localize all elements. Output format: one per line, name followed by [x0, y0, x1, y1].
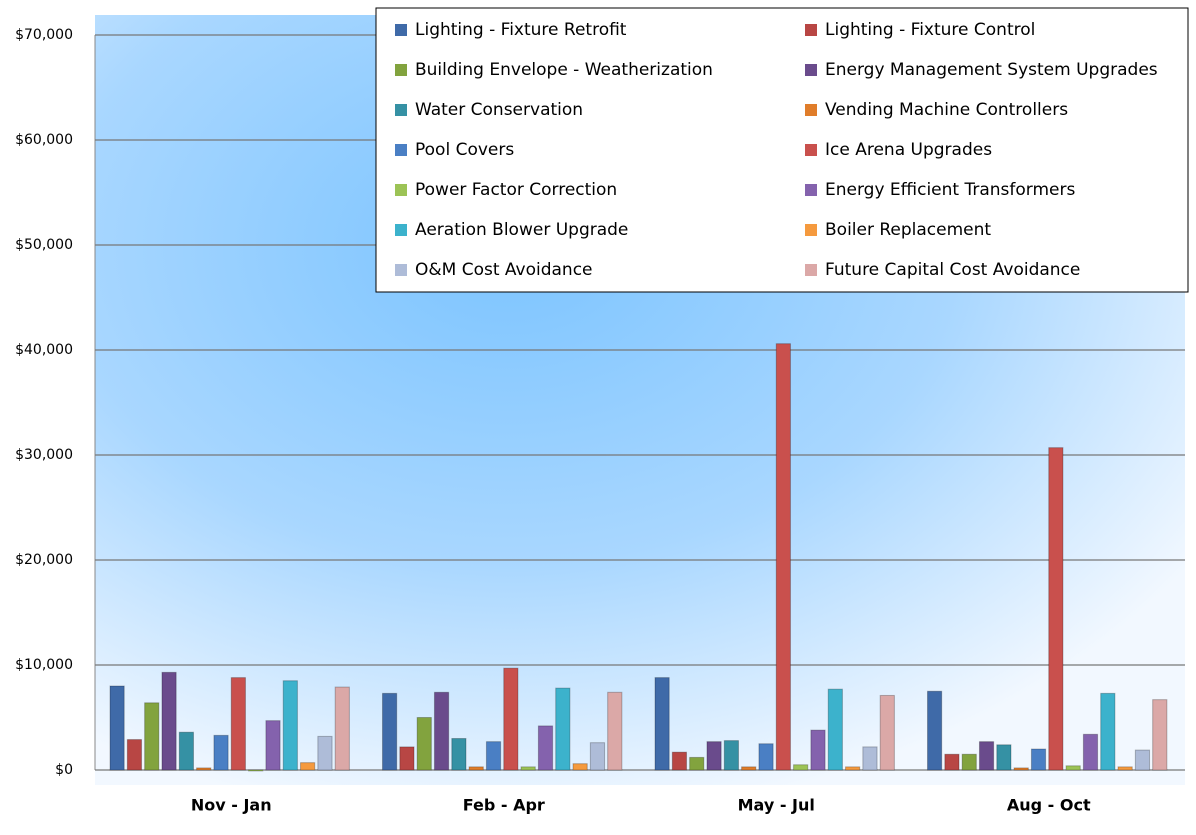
legend-box	[375, 7, 1189, 293]
y-tick-label: $60,000	[15, 132, 73, 148]
bar	[775, 343, 791, 771]
bar	[282, 680, 298, 771]
bar	[382, 692, 398, 771]
legend-label: Pool Covers	[415, 140, 514, 160]
bar	[607, 691, 623, 771]
bar	[1013, 767, 1029, 771]
bar	[433, 691, 450, 771]
legend-label: Boiler Replacement	[825, 220, 991, 240]
bar	[1152, 699, 1168, 771]
legend-swatch	[395, 264, 407, 276]
bar	[248, 769, 264, 772]
bar	[300, 762, 316, 771]
legend-label: Power Factor Correction	[415, 180, 617, 200]
bar	[468, 766, 484, 771]
bar	[399, 746, 415, 771]
bar	[555, 687, 571, 771]
bar	[230, 677, 246, 771]
bar	[723, 740, 739, 771]
y-tick-label: $20,000	[15, 552, 73, 568]
bar	[810, 729, 826, 771]
legend-label: O&M Cost Avoidance	[415, 260, 593, 280]
bar	[451, 738, 467, 771]
bar	[927, 690, 943, 771]
legend-label: Aeration Blower Upgrade	[415, 220, 628, 240]
legend-swatch	[395, 104, 407, 116]
x-tick-label: Nov - Jan	[191, 796, 272, 815]
bar	[503, 667, 519, 771]
bar	[520, 766, 536, 771]
legend-swatch	[395, 24, 407, 36]
x-tick-label: Feb - Apr	[463, 796, 545, 815]
bar	[109, 685, 125, 771]
y-tick-label: $0	[55, 762, 73, 778]
bar	[845, 766, 861, 771]
legend-swatch	[805, 104, 817, 116]
bar	[572, 763, 588, 771]
bar	[1100, 692, 1116, 771]
bar	[827, 688, 843, 771]
bar	[671, 751, 688, 771]
legend-swatch	[805, 184, 817, 196]
bar	[689, 756, 705, 771]
legend-swatch	[805, 264, 817, 276]
y-tick-label: $70,000	[15, 27, 73, 43]
bar	[1082, 733, 1099, 771]
legend-label: Ice Arena Upgrades	[825, 140, 992, 160]
legend-swatch	[805, 24, 817, 36]
y-tick-label: $10,000	[15, 657, 73, 673]
bar	[317, 735, 333, 771]
bar	[416, 717, 432, 771]
legend-swatch	[395, 144, 407, 156]
legend-swatch	[805, 224, 817, 236]
x-tick-label: May - Jul	[738, 796, 815, 815]
bar	[265, 720, 281, 771]
legend-swatch	[395, 224, 407, 236]
legend-label: Lighting - Fixture Control	[825, 20, 1035, 40]
bar	[485, 741, 502, 771]
legend-label: Lighting - Fixture Retrofit	[415, 20, 627, 40]
bar	[961, 753, 977, 771]
bar	[654, 677, 670, 771]
bar	[161, 671, 177, 771]
bar	[879, 694, 895, 771]
legend-label: Water Conservation	[415, 100, 583, 120]
bar	[1048, 447, 1064, 771]
bar	[1134, 749, 1151, 771]
y-tick-label: $30,000	[15, 447, 73, 463]
legend-swatch	[395, 184, 407, 196]
bar	[758, 743, 774, 771]
bar	[537, 725, 554, 771]
bar	[1065, 765, 1081, 771]
bar	[196, 767, 212, 771]
bar	[213, 734, 229, 771]
bar	[1117, 766, 1133, 771]
bar	[334, 686, 350, 771]
bar	[144, 702, 160, 771]
bar	[126, 739, 143, 771]
bar	[1030, 748, 1047, 771]
legend-label: Building Envelope - Weatherization	[415, 60, 713, 80]
legend-label: Energy Management System Upgrades	[825, 60, 1158, 80]
bar	[589, 742, 606, 771]
bar	[978, 741, 995, 771]
y-tick-label: $40,000	[15, 342, 73, 358]
legend-label: Energy Efficient Transformers	[825, 180, 1075, 200]
legend-swatch	[395, 64, 407, 76]
bar	[706, 741, 722, 771]
x-tick-label: Aug - Oct	[1007, 796, 1091, 815]
bar	[944, 753, 960, 771]
legend-swatch	[805, 64, 817, 76]
bar	[862, 746, 878, 771]
bar	[741, 766, 757, 771]
legend-label: Vending Machine Controllers	[825, 100, 1068, 120]
y-tick-label: $50,000	[15, 237, 73, 253]
legend-label: Future Capital Cost Avoidance	[825, 260, 1080, 280]
legend-swatch	[805, 144, 817, 156]
bar	[996, 744, 1012, 771]
bar	[178, 731, 194, 771]
bar	[793, 764, 809, 771]
